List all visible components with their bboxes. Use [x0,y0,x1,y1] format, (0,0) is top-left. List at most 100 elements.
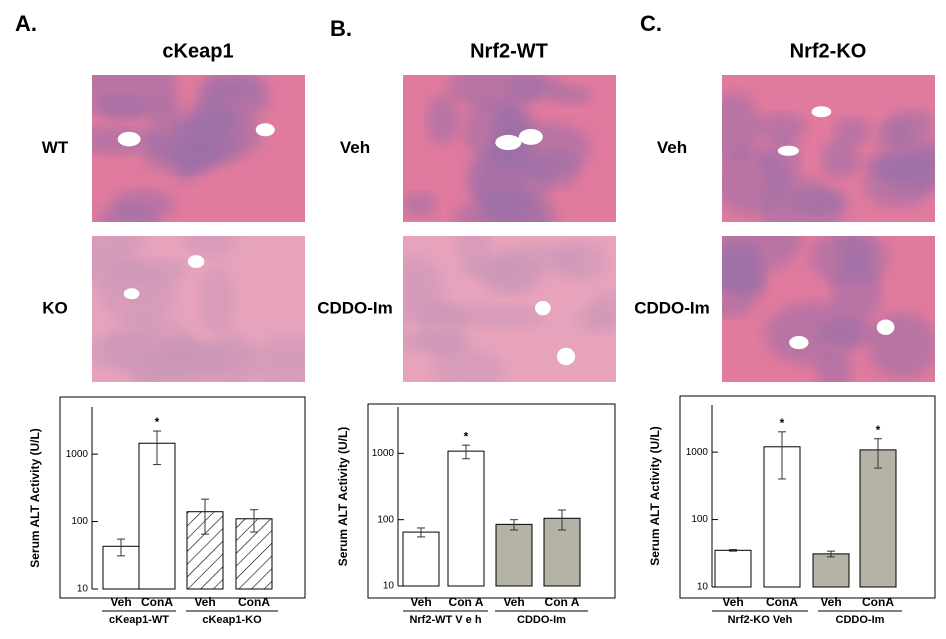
stain [426,94,459,145]
x-tick-label: Veh [410,595,431,609]
row-label: CDDO-Im [317,298,393,317]
stain [432,348,505,382]
chart-frame [367,403,616,599]
y-tick-label: 1000 [66,449,89,460]
y-tick-label: 100 [71,516,88,527]
vessel [811,106,832,118]
x-tick-label: ConA [862,595,894,609]
x-tick-label: Veh [194,595,215,609]
histology-image [92,236,305,382]
bar [495,523,533,587]
stain [183,236,237,259]
vessel [187,255,205,268]
stain [810,236,888,285]
y-tick-label: 100 [691,514,708,525]
vessel [535,301,551,316]
vessel [556,347,576,366]
y-tick-label: 1000 [686,447,709,458]
y-axis-label: Serum ALT Activity (U/L) [28,428,42,568]
histology-content [722,236,935,382]
vessel [255,123,275,137]
stain [111,189,175,221]
panel-title: Nrf2-KO [790,40,867,62]
histology-image [722,236,935,382]
panel-label: C. [640,11,662,36]
stain [92,95,152,121]
group-label: Nrf2-WT V e h [409,614,481,626]
y-axis-label: Serum ALT Activity (U/L) [336,427,350,567]
stain [92,335,166,369]
x-tick-label: Veh [722,595,743,609]
panel-label: A. [15,11,37,36]
stain [110,236,146,252]
stain [178,107,262,161]
bar [402,531,440,587]
bar [138,442,176,590]
group-label: CDDO-Im [836,614,885,626]
x-tick-label: ConA [141,595,173,609]
histology-image [722,75,935,222]
panel-label: B. [330,16,352,41]
y-tick-label: 10 [77,584,89,595]
row-label: KO [42,298,68,317]
stain [481,189,557,222]
row-label: Veh [340,138,370,157]
stain [722,92,760,162]
group-label: cKeap1-WT [109,614,169,626]
panel-title: cKeap1 [162,40,233,62]
chart-frame [59,396,306,599]
vessel [495,134,522,151]
stain [161,343,251,371]
vessel [117,131,141,147]
group-label: CDDO-Im [517,614,566,626]
bar [447,450,485,587]
stain [403,192,438,217]
stain [754,112,808,141]
histology-content [722,75,935,222]
y-tick-label: 100 [377,514,394,525]
stain [861,153,930,177]
y-tick-label: 10 [697,582,709,593]
x-tick-label: Veh [820,595,841,609]
bar [714,549,752,588]
stain [765,302,863,366]
group-label: Nrf2-KO Veh [728,614,793,626]
histology-image [403,75,616,222]
stain [149,93,185,160]
row-label: Veh [657,138,687,157]
stain [447,75,546,110]
x-tick-label: ConA [766,595,798,609]
chart-frame [679,395,936,599]
panel-title: Nrf2-WT [470,40,548,62]
stain [727,263,765,305]
significance: * [464,429,469,443]
histology-content [92,75,305,222]
vessel [518,128,543,145]
histology-content [403,75,616,222]
bar [859,449,897,588]
vessel [789,336,809,350]
stain [787,189,849,215]
row-label: CDDO-Im [634,298,710,317]
stain [198,265,235,336]
histology-image [92,75,305,222]
significance: * [876,423,881,437]
significance: * [155,415,160,429]
stain [887,109,935,142]
x-tick-label: Con A [545,595,580,609]
y-axis-label: Serum ALT Activity (U/L) [648,426,662,566]
y-tick-label: 1000 [372,448,395,459]
stain [490,260,545,293]
x-tick-label: Con A [449,595,484,609]
x-tick-label: Veh [110,595,131,609]
row-label: WT [42,138,69,157]
stain [552,241,607,283]
vessel [123,288,140,300]
x-tick-label: Veh [503,595,524,609]
vessel [777,145,799,156]
histology-image [403,236,616,382]
group-label: cKeap1-KO [202,614,262,626]
significance: * [780,416,785,430]
vessel [876,319,895,335]
